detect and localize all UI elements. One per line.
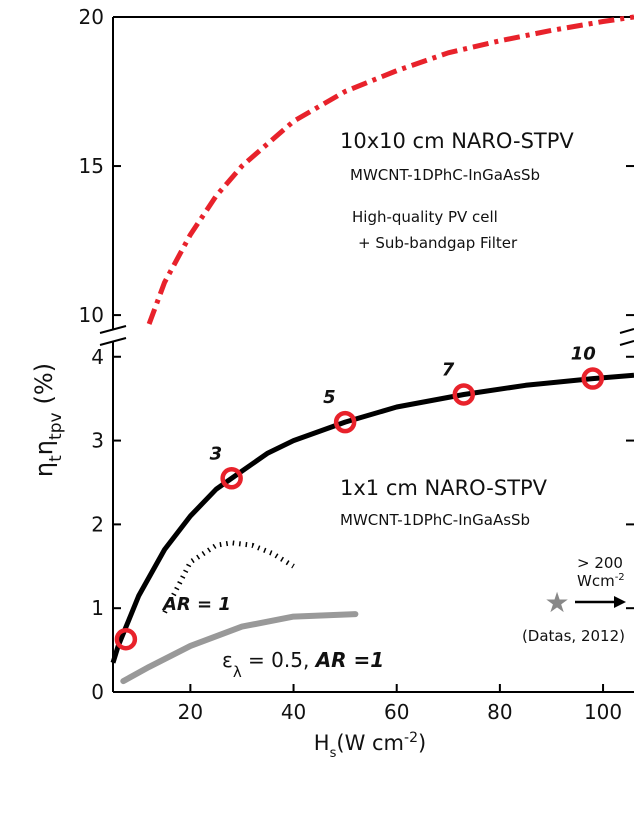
x-label-exp: -2 — [404, 730, 418, 746]
reference-label: (Datas, 2012) — [522, 627, 625, 645]
ticks: 20 40 60 80 100 0 1 2 3 4 10 15 20 — [79, 5, 634, 724]
y-tick-label: 1 — [91, 596, 104, 620]
x-tick-label: 40 — [281, 700, 306, 724]
series — [110, 14, 634, 685]
series-line-10x10 — [146, 14, 634, 325]
series-line-gray — [120, 611, 359, 685]
marker-label: 5 — [323, 387, 336, 408]
gray-series-label: ελ = 0.5, AR =1 — [222, 648, 384, 681]
upper-subtitle: MWCNT-1DPhC-InGaAsSb — [350, 166, 540, 184]
arrow-label-line2: Wcm-2 — [577, 572, 625, 590]
x-tick-label: 80 — [487, 700, 512, 724]
data-marker — [452, 383, 476, 406]
y-label-sub1: t — [46, 455, 66, 462]
upper-note-line1: High-quality PV cell — [352, 208, 498, 226]
y-tick-label: 4 — [91, 345, 104, 369]
lower-axes — [112, 340, 634, 693]
y-label-sub2: tpv — [46, 412, 66, 440]
axis-break-left — [99, 325, 130, 346]
x-label-sub: s — [330, 746, 337, 761]
star-icon: ★ — [544, 586, 569, 619]
x-tick-label: 100 — [584, 700, 622, 724]
y-tick-label: 3 — [91, 429, 104, 453]
data-marker — [114, 627, 138, 651]
arrow-label-line1: > 200 — [577, 554, 623, 572]
upper-title: 10x10 cm NARO-STPV — [340, 129, 574, 153]
lower-subtitle: MWCNT-1DPhC-InGaAsSb — [340, 511, 530, 529]
marker-label: 10 — [571, 344, 596, 365]
markers: 3 5 7 10 — [114, 344, 604, 651]
data-marker — [333, 410, 357, 434]
lambda-subscript: λ — [233, 663, 242, 681]
series-line-1x1 — [110, 372, 634, 664]
upper-y-tick-label: 10 — [79, 303, 104, 327]
upper-y-tick-label: 15 — [79, 154, 104, 178]
x-tick-label: 20 — [178, 700, 203, 724]
x-label-unit: (W cm — [336, 731, 404, 755]
x-axis-label: Hs(W cm-2) — [314, 730, 426, 761]
x-tick-label: 60 — [384, 700, 409, 724]
marker-label: 7 — [442, 359, 455, 380]
arrow-head-icon — [614, 596, 626, 608]
upper-y-tick-label: 20 — [79, 5, 104, 29]
marker-label: 3 — [210, 443, 223, 464]
epsilon-symbol: ε — [222, 648, 233, 672]
y-label-eta2: η — [30, 440, 58, 455]
arrow-exponent: -2 — [615, 572, 625, 583]
data-marker — [581, 367, 604, 390]
gray-label-value: = 0.5, — [242, 648, 316, 672]
y-axis-label: ηtηtpv(%) — [30, 363, 66, 477]
arrow-unit: Wcm — [577, 572, 615, 590]
y-label-unit: (%) — [30, 363, 58, 405]
x-label-close: ) — [418, 731, 426, 755]
y-tick-label: 2 — [91, 512, 104, 536]
upper-note-line2: + Sub-bandgap Filter — [358, 234, 518, 252]
axis-break-right — [619, 328, 634, 346]
x-label-main: H — [314, 731, 330, 755]
lower-title: 1x1 cm NARO-STPV — [340, 476, 548, 500]
y-label-eta1: η — [30, 462, 58, 477]
data-marker — [220, 467, 243, 490]
ar-label: AR = 1 — [161, 594, 231, 615]
upper-axes — [112, 16, 634, 330]
y-tick-label: 0 — [91, 680, 104, 704]
gray-label-ar: AR =1 — [314, 648, 385, 672]
